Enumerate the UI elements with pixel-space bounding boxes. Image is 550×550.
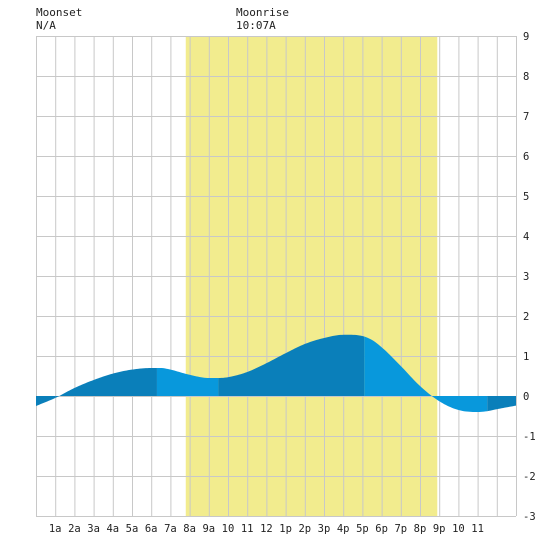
- x-tick-label: 7p: [394, 523, 407, 535]
- moonset-label: Moonset: [36, 6, 82, 19]
- x-tick-label: 4p: [337, 523, 350, 535]
- x-tick-label: 10: [222, 523, 235, 535]
- tide-area-segment: [364, 336, 488, 412]
- tide-area-layer: [36, 334, 516, 412]
- moonrise-label: Moonrise: [236, 6, 289, 19]
- moonrise-value: 10:07A: [236, 19, 276, 32]
- y-tick-label: 7: [523, 111, 529, 123]
- y-tick-label: 2: [523, 311, 529, 323]
- tide-area-segment: [36, 396, 56, 406]
- x-tick-label: 5p: [356, 523, 369, 535]
- x-tick-label: 9a: [202, 523, 215, 535]
- x-tick-label: 12: [260, 523, 273, 535]
- y-tick-labels: -3 -2 -1 0 1 2 3 4 5 6 7 8 9: [523, 31, 536, 523]
- y-tick-label: 4: [523, 231, 529, 243]
- x-tick-labels: 1a 2a 3a 4a 5a 6a 7a 8a 9a 10 11 12 1p 2p 3p 4p 5p 6p 7p 8p…: [49, 523, 484, 535]
- x-tick-label: 4a: [106, 523, 119, 535]
- y-tick-label: 5: [523, 191, 529, 203]
- y-tick-label: 9: [523, 31, 529, 43]
- x-tick-label: 2a: [68, 523, 81, 535]
- x-tick-label: 11: [241, 523, 254, 535]
- tide-area-segment: [156, 368, 219, 396]
- x-tick-label: 3a: [87, 523, 100, 535]
- y-tick-label: -3: [523, 511, 536, 523]
- x-tick-label: 5a: [126, 523, 139, 535]
- tide-area-segment: [218, 334, 365, 396]
- x-tick-label: 1p: [279, 523, 292, 535]
- tide-area-segment: [55, 368, 157, 398]
- moonset-value: N/A: [36, 19, 56, 32]
- y-tick-label: 0: [523, 391, 529, 403]
- grid-layer: [36, 36, 517, 517]
- y-tick-label: -2: [523, 471, 536, 483]
- x-tick-label: 2p: [298, 523, 311, 535]
- tide-area-segment: [487, 396, 516, 412]
- y-tick-label: 8: [523, 71, 529, 83]
- x-tick-label: 8p: [414, 523, 427, 535]
- x-tick-label: 3p: [318, 523, 331, 535]
- x-tick-label: 9p: [433, 523, 446, 535]
- x-tick-label: 7a: [164, 523, 177, 535]
- y-tick-label: 3: [523, 271, 529, 283]
- x-tick-label: 1a: [49, 523, 62, 535]
- y-tick-label: -1: [523, 431, 536, 443]
- x-tick-label: 6a: [145, 523, 158, 535]
- x-tick-label: 10: [452, 523, 465, 535]
- x-tick-label: 6p: [375, 523, 388, 535]
- y-tick-label: 1: [523, 351, 529, 363]
- y-tick-label: 6: [523, 151, 529, 163]
- x-tick-label: 8a: [183, 523, 196, 535]
- x-tick-label: 11: [471, 523, 484, 535]
